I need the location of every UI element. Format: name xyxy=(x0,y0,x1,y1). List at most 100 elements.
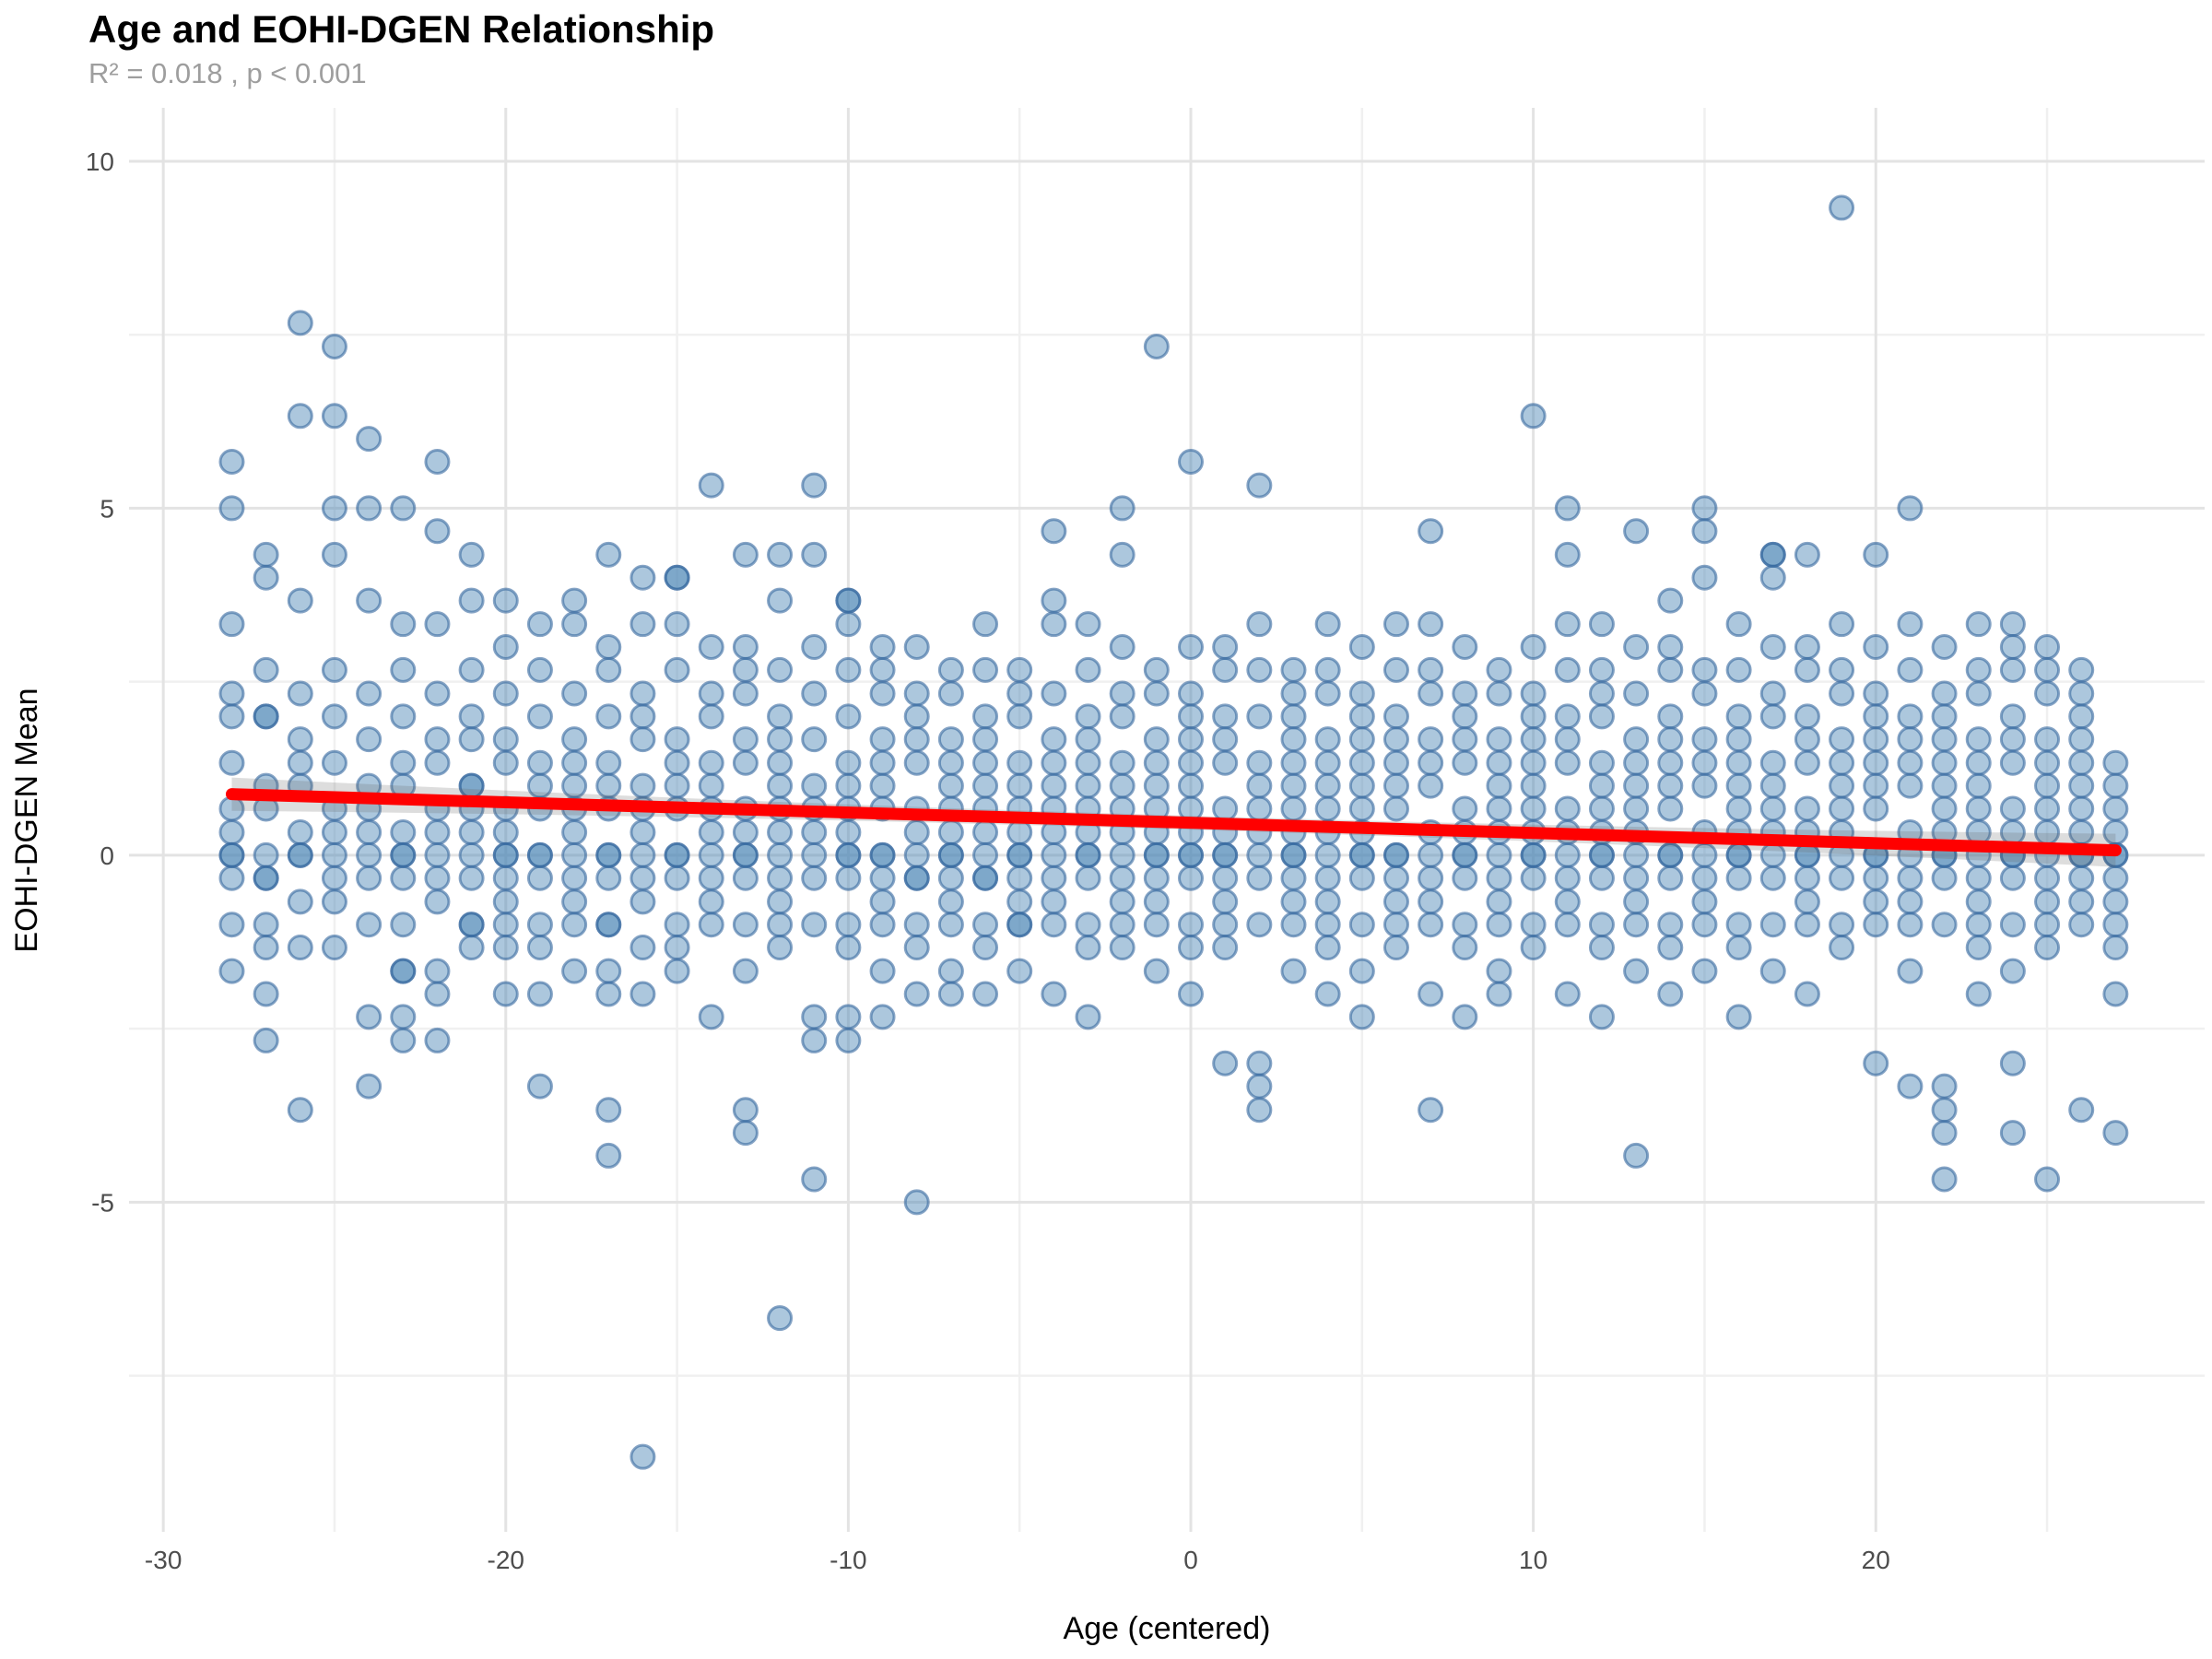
data-point xyxy=(801,1004,828,1030)
data-point xyxy=(732,541,759,568)
data-point xyxy=(424,958,451,984)
data-point xyxy=(218,841,245,868)
data-point xyxy=(1382,611,1409,638)
data-point xyxy=(1965,981,1992,1007)
data-point xyxy=(287,587,313,614)
data-point xyxy=(903,912,930,938)
data-point xyxy=(1486,772,1512,799)
data-point xyxy=(1794,912,1820,938)
data-point xyxy=(1041,865,1067,891)
data-point xyxy=(937,841,964,868)
data-point xyxy=(1931,749,1958,776)
data-point xyxy=(2034,935,2061,961)
data-point xyxy=(1075,703,1101,730)
data-point xyxy=(2102,772,2129,799)
data-point xyxy=(664,958,690,984)
data-point xyxy=(526,703,553,730)
data-point xyxy=(356,726,382,753)
data-point xyxy=(1897,749,1924,776)
data-point xyxy=(1143,958,1170,984)
data-point xyxy=(1999,1120,2026,1147)
data-point xyxy=(1863,749,1889,776)
data-point xyxy=(2034,795,2061,822)
data-point xyxy=(698,841,724,868)
data-point xyxy=(1691,865,1718,891)
data-point xyxy=(458,703,485,730)
data-point xyxy=(1041,912,1067,938)
data-point xyxy=(1178,912,1205,938)
data-point xyxy=(835,841,862,868)
data-point xyxy=(1965,865,1992,891)
data-point xyxy=(1554,912,1581,938)
data-point xyxy=(1657,865,1684,891)
data-point xyxy=(1348,1004,1375,1030)
data-point xyxy=(321,495,347,522)
data-point xyxy=(698,749,724,776)
data-point xyxy=(801,819,828,846)
data-point xyxy=(1314,726,1341,753)
data-point xyxy=(458,865,485,891)
data-point xyxy=(869,912,896,938)
data-point xyxy=(664,656,690,683)
data-point xyxy=(492,587,519,614)
data-point xyxy=(1212,1050,1239,1077)
data-point xyxy=(1452,795,1478,822)
data-point xyxy=(1999,611,2026,638)
data-point xyxy=(1520,935,1547,961)
data-point xyxy=(424,1027,451,1053)
data-point xyxy=(1418,772,1444,799)
data-point xyxy=(1006,772,1033,799)
data-point xyxy=(1178,726,1205,753)
data-point xyxy=(321,334,347,360)
data-point xyxy=(1486,865,1512,891)
data-point xyxy=(424,726,451,753)
data-point xyxy=(1006,888,1033,915)
data-point xyxy=(629,1443,656,1470)
data-point xyxy=(1725,935,1752,961)
data-point xyxy=(1863,726,1889,753)
data-point xyxy=(1486,841,1512,868)
data-point xyxy=(1143,726,1170,753)
data-point xyxy=(1931,680,1958,707)
data-point xyxy=(1418,1097,1444,1124)
x-tick-label: -20 xyxy=(488,1546,524,1574)
data-point xyxy=(664,935,690,961)
data-point xyxy=(937,865,964,891)
data-point xyxy=(1554,981,1581,1007)
data-point xyxy=(1554,841,1581,868)
data-point xyxy=(1691,518,1718,545)
data-point xyxy=(1212,888,1239,915)
data-point xyxy=(1418,865,1444,891)
data-point xyxy=(1314,888,1341,915)
data-point xyxy=(2034,865,2061,891)
data-point xyxy=(1931,1120,1958,1147)
data-point xyxy=(1657,726,1684,753)
data-point xyxy=(1520,634,1547,661)
data-point xyxy=(1452,703,1478,730)
data-point xyxy=(1280,656,1307,683)
data-point xyxy=(1382,749,1409,776)
data-point xyxy=(1246,1073,1273,1100)
data-point xyxy=(1965,888,1992,915)
data-point xyxy=(287,680,313,707)
data-point xyxy=(835,772,862,799)
data-point xyxy=(561,819,588,846)
data-point xyxy=(1897,888,1924,915)
data-point xyxy=(1931,1097,1958,1124)
data-point xyxy=(1999,912,2026,938)
data-point xyxy=(492,865,519,891)
data-point xyxy=(458,726,485,753)
data-point xyxy=(287,935,313,961)
data-point xyxy=(1246,841,1273,868)
data-point xyxy=(1897,912,1924,938)
data-point xyxy=(1588,703,1615,730)
data-point xyxy=(732,749,759,776)
data-point xyxy=(1623,634,1650,661)
data-point xyxy=(1588,749,1615,776)
data-point xyxy=(287,726,313,753)
data-point xyxy=(1623,518,1650,545)
data-point xyxy=(492,935,519,961)
data-point xyxy=(1657,749,1684,776)
data-point xyxy=(492,888,519,915)
